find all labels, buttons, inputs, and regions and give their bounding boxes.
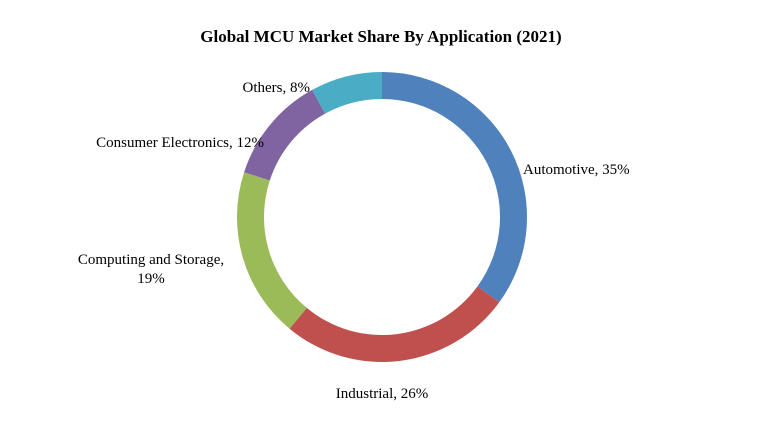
slice-industrial bbox=[289, 286, 500, 363]
slice-others bbox=[312, 72, 382, 114]
label-industrial: Industrial, 26% bbox=[336, 386, 428, 402]
label-automotive: Automotive, 35% bbox=[523, 162, 630, 178]
label-others: Others, 8% bbox=[243, 80, 311, 96]
slice-consumer-electronics bbox=[244, 89, 326, 181]
donut-slices bbox=[237, 72, 527, 363]
slice-computing-and-storage bbox=[237, 172, 307, 329]
label-consumer-electronics: Consumer Electronics, 12% bbox=[96, 135, 264, 151]
label-computing-and-storage: Computing and Storage, 19% bbox=[78, 252, 224, 287]
slice-labels: Automotive, 35% Industrial, 26% Computing … bbox=[78, 80, 630, 402]
slice-automotive bbox=[382, 72, 527, 303]
chart-title: Global MCU Market Share By Application (… bbox=[200, 27, 561, 46]
